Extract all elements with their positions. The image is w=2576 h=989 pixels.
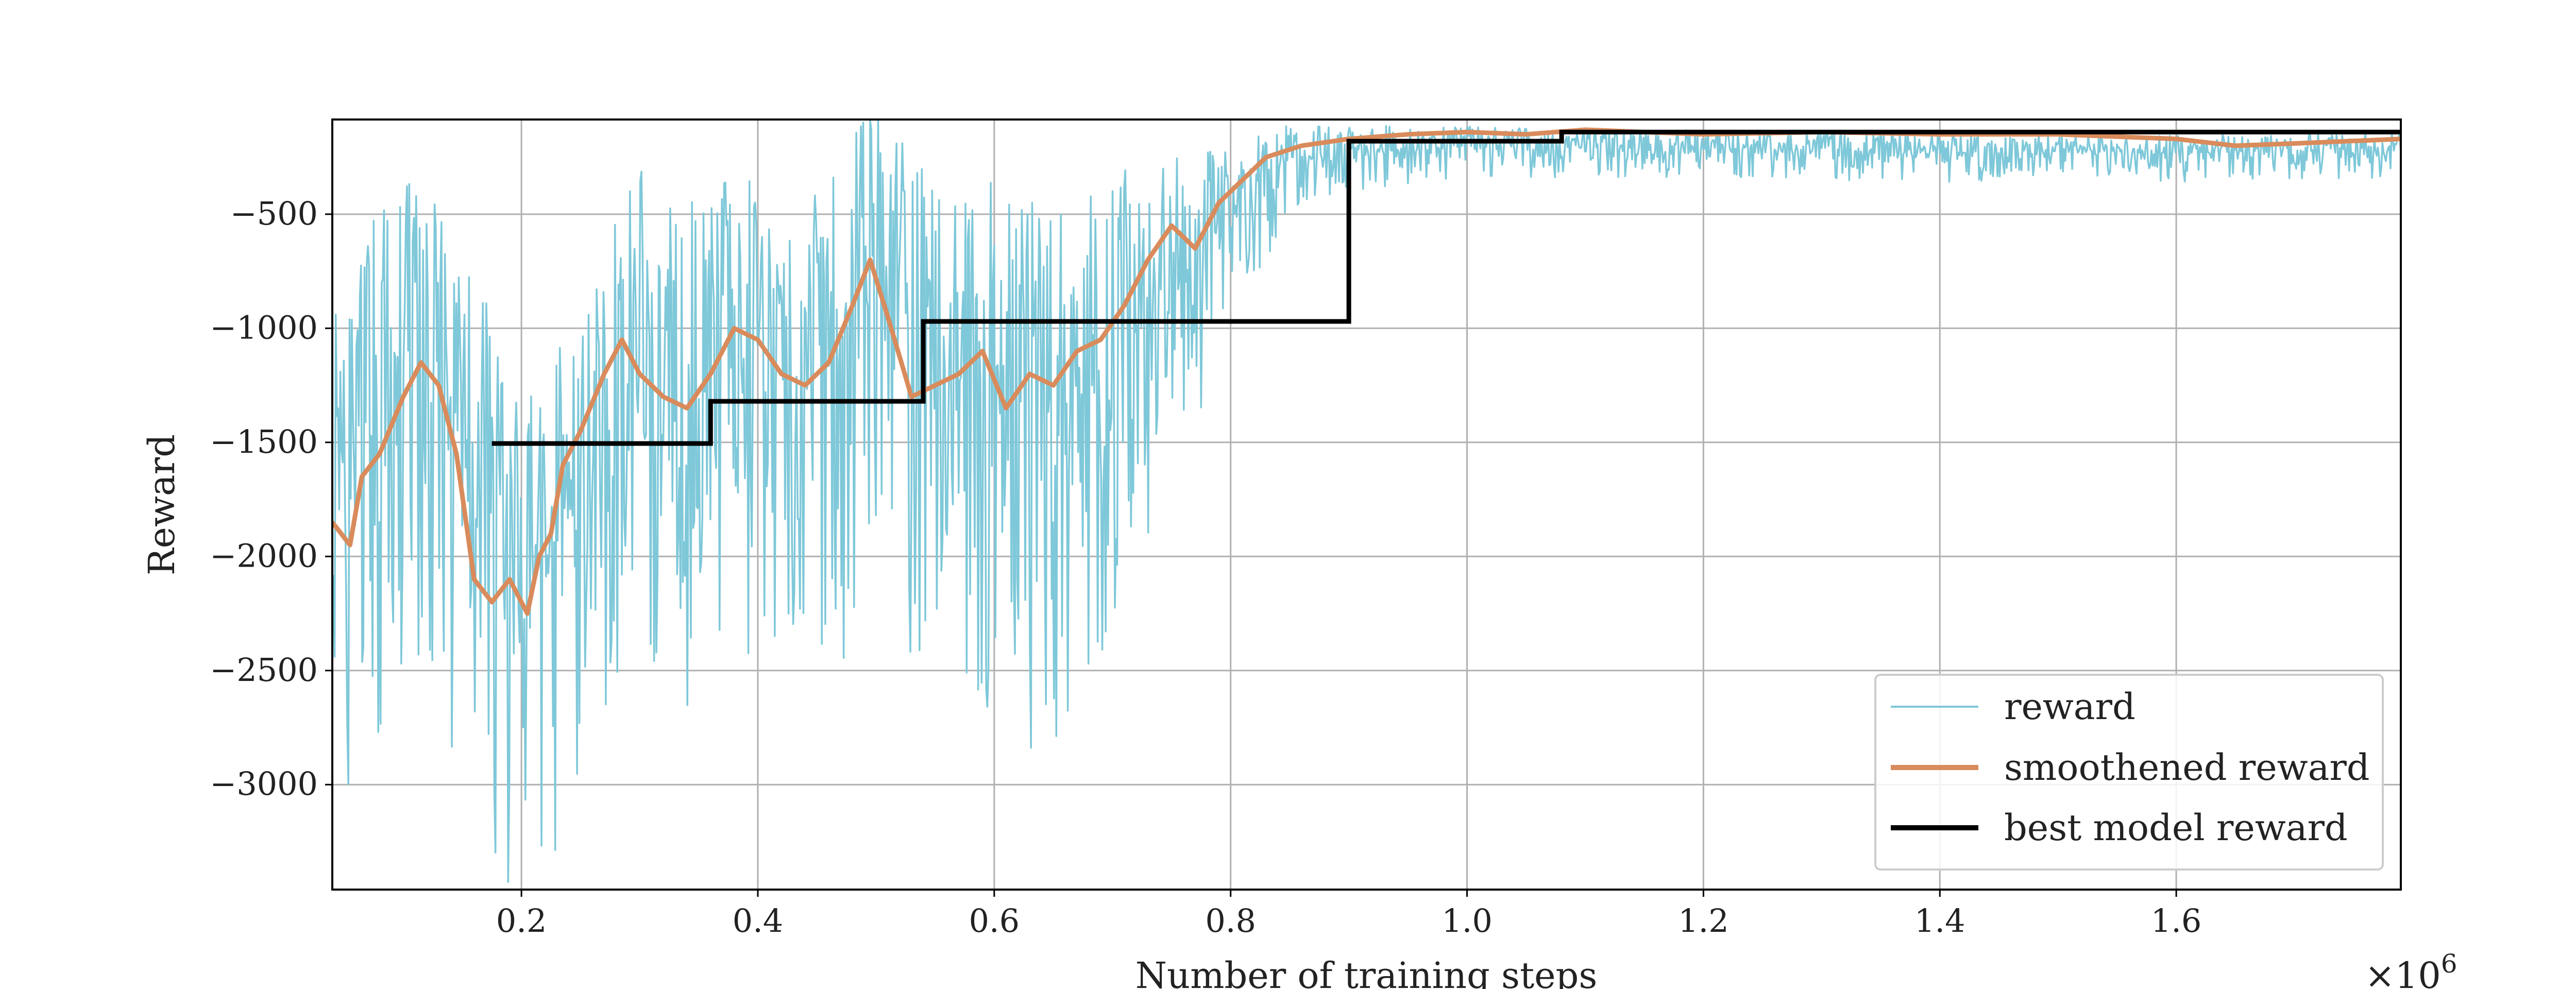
- plot-area: [332, 120, 2401, 883]
- plot-frame: [331, 118, 2402, 891]
- y-tick-label: −2500: [210, 651, 318, 689]
- x-tick-label: 0.8: [1205, 902, 1256, 940]
- x-tick-label: 0.2: [496, 902, 547, 940]
- series-reward-line: [332, 120, 2401, 883]
- x-tick-label: 1.4: [1914, 902, 1965, 940]
- y-tick-label: −1000: [210, 309, 318, 346]
- x-axis-multiplier-exponent: 6: [2441, 949, 2458, 979]
- x-tick-label: 1.2: [1678, 902, 1729, 940]
- x-axis-ticks: 0.2 0.4 0.6 0.8 1.0 1.2 1.4 1.6: [496, 890, 2202, 940]
- x-axis-multiplier: ×106: [2365, 949, 2458, 989]
- y-tick-label: −500: [230, 195, 318, 232]
- legend-box: [1874, 674, 2384, 871]
- legend-label-smoothened-reward: smoothened reward: [2004, 746, 2370, 789]
- legend: reward smoothened reward best model rewa…: [1874, 674, 2384, 871]
- x-tick-label: 0.6: [969, 902, 1020, 940]
- x-axis-label: Number of training steps: [1136, 954, 1598, 989]
- x-axis-multiplier-base: ×10: [2365, 954, 2441, 989]
- y-tick-label: −3000: [210, 765, 318, 803]
- y-tick-label: −2000: [210, 537, 318, 574]
- y-axis-label: Reward: [141, 434, 183, 575]
- legend-label-best-model-reward: best model reward: [2004, 807, 2348, 849]
- y-tick-label: −1500: [210, 423, 318, 461]
- y-axis-ticks: −500 −1000 −1500 −2000 −2500 −3000: [210, 195, 332, 803]
- x-tick-label: 1.6: [2151, 902, 2202, 940]
- series-smoothened-reward-line: [332, 127, 2401, 616]
- series-best-model-reward-line: [492, 129, 2401, 446]
- x-tick-label: 1.0: [1442, 902, 1493, 940]
- x-tick-label: 0.4: [733, 902, 784, 940]
- legend-label-reward: reward: [2004, 686, 2136, 728]
